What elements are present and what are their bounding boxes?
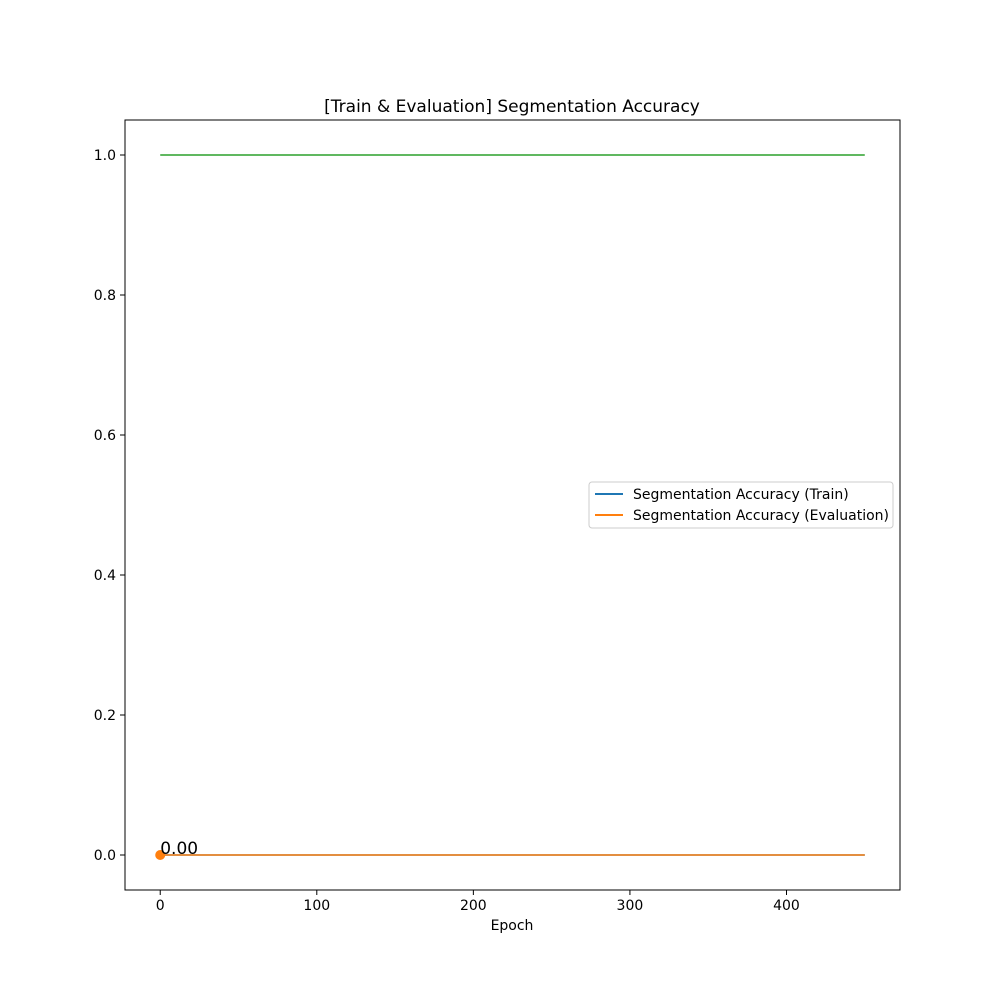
x-tick-label: 0 bbox=[156, 898, 165, 914]
y-tick-label: 0.0 bbox=[94, 848, 116, 864]
legend: Segmentation Accuracy (Train) Segmentatio… bbox=[588, 481, 894, 529]
x-tick-label: 100 bbox=[303, 898, 330, 914]
legend-entry: Segmentation Accuracy (Train) bbox=[633, 487, 849, 503]
legend-box bbox=[588, 481, 894, 529]
annotation-label: 0.00 bbox=[160, 839, 198, 859]
y-tick-label: 0.6 bbox=[94, 428, 116, 444]
x-tick-label: 400 bbox=[773, 898, 800, 914]
plot-area: 0.00 0 100 200 300 400 0.0 0.2 0.4 0.6 0.8 1.0 bbox=[94, 119, 901, 914]
x-tick-label: 300 bbox=[617, 898, 644, 914]
y-tick-label: 1.0 bbox=[94, 148, 116, 164]
chart-title: [Train & Evaluation] Segmentation Accura… bbox=[324, 97, 700, 117]
x-axis-label: Epoch bbox=[491, 918, 534, 934]
data-marker bbox=[155, 850, 166, 860]
legend-entry: Segmentation Accuracy (Evaluation) bbox=[633, 508, 889, 524]
x-tick-label: 200 bbox=[460, 898, 487, 914]
y-tick-label: 0.2 bbox=[94, 708, 116, 724]
axes-frame bbox=[124, 119, 901, 891]
y-tick-label: 0.8 bbox=[94, 288, 116, 304]
y-tick-label: 0.4 bbox=[94, 568, 116, 584]
